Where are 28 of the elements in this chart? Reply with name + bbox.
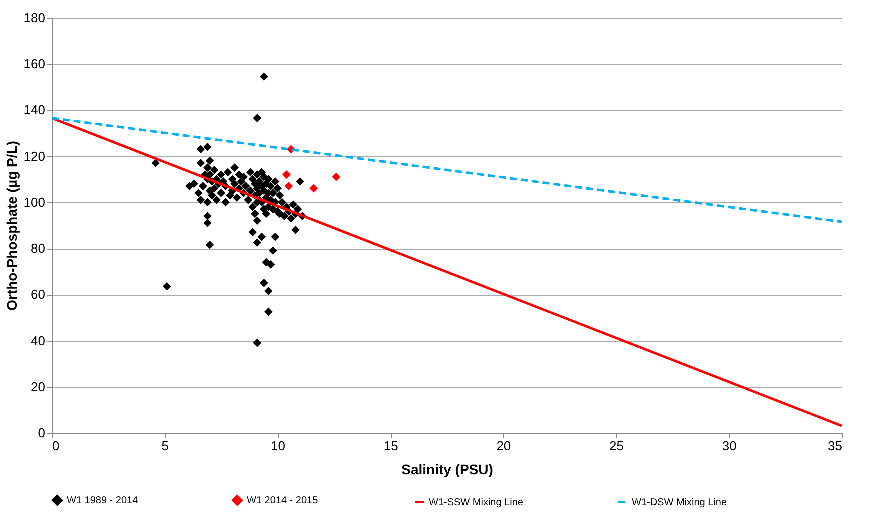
x-tick-label: 30	[722, 438, 737, 454]
x-tick-label: 0	[52, 438, 60, 454]
legend-label: W1 1989 - 2014	[67, 496, 139, 507]
y-tick-label: 140	[24, 102, 46, 118]
y-tick-label: 40	[31, 333, 46, 348]
y-tick-label: 60	[31, 287, 46, 302]
x-tick-label: 25	[610, 438, 624, 454]
x-axis-title: Salinity (PSU)	[402, 462, 494, 478]
y-axis-title: Ortho-Phosphate (µg P/L)	[4, 141, 20, 311]
y-tick-label: 80	[31, 241, 46, 256]
legend-label: W1-DSW Mixing Line	[632, 497, 728, 508]
y-tick-label: 120	[24, 148, 46, 164]
x-tick-label: 35	[828, 438, 842, 454]
legend-label: W1-SSW Mixing Line	[429, 497, 524, 508]
y-tick-label: 20	[31, 379, 46, 394]
x-tick-label: 20	[496, 438, 512, 454]
y-tick-label: 0	[38, 426, 46, 440]
legend-label: W1 2014 - 2015	[247, 496, 319, 507]
point	[282, 170, 291, 179]
x-tick-label: 15	[384, 438, 398, 454]
point	[310, 184, 318, 193]
point	[332, 172, 341, 182]
y-tick-label: 100	[24, 194, 46, 210]
x-tick-label: 10	[270, 438, 286, 454]
x-tick-label: 5	[162, 438, 169, 454]
y-tick-label: 160	[24, 56, 46, 72]
point	[284, 182, 294, 190]
y-tick-label: 180	[24, 10, 46, 26]
